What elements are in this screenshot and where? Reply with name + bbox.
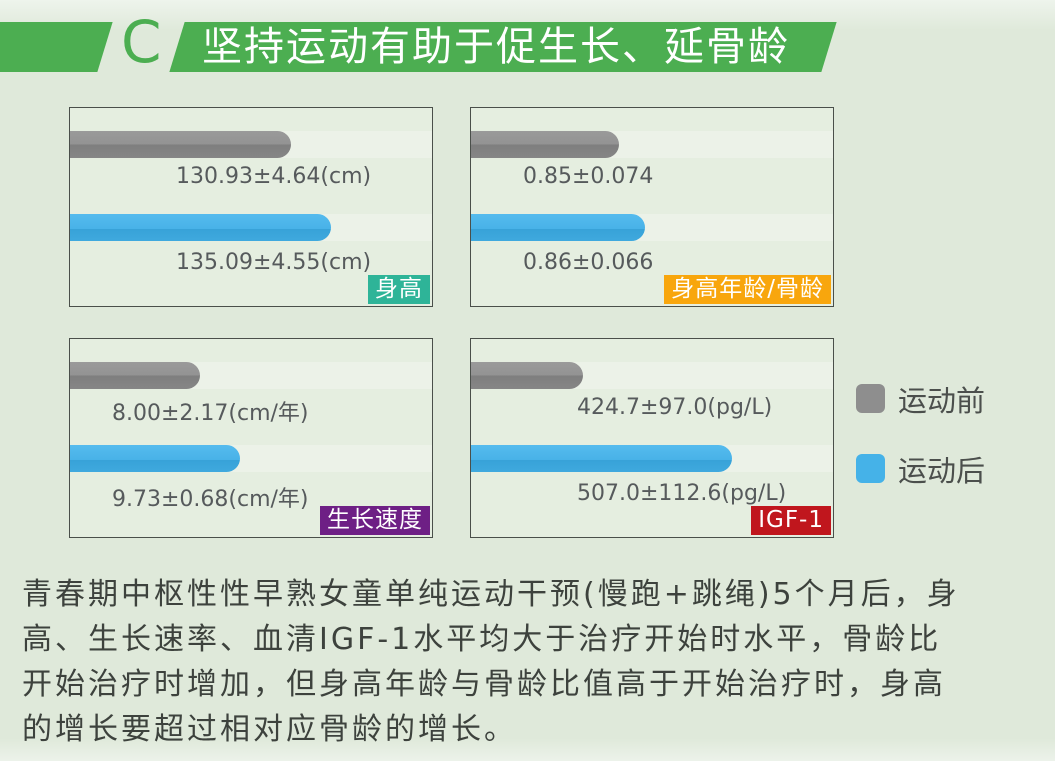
bar-after-exercise: [471, 445, 732, 472]
bar-track: [471, 214, 833, 241]
bar-before-exercise: [70, 131, 291, 158]
chart-panel-growth-rate: 8.00±2.17(cm/年) 9.73±0.68(cm/年) 生长速度: [69, 338, 433, 538]
bar-track: [70, 362, 432, 389]
bar-track: [471, 362, 833, 389]
value-label-after: 507.0±112.6(pg/L): [577, 481, 787, 506]
bar-track: [70, 445, 432, 472]
legend-label-before: 运动前: [898, 383, 986, 418]
chart-panel-heightage-boneage: 0.85±0.074 0.86±0.066 身高年龄/骨龄: [470, 107, 834, 307]
paragraph-line: 高、生长速率、血清IGF-1水平均大于治疗开始时水平，骨龄比: [22, 622, 942, 657]
chart-panel-igf1: 424.7±97.0(pg/L) 507.0±112.6(pg/L) IGF-1: [470, 338, 834, 538]
value-label-after: 9.73±0.68(cm/年): [112, 487, 309, 512]
legend-item-after: 运动后: [856, 454, 985, 488]
bar-track: [471, 445, 833, 472]
bar-track: [471, 131, 833, 158]
description-paragraph: 青春期中枢性性早熟女童单纯运动干预(慢跑+跳绳)5个月后，身 高、生长速率、血清…: [22, 572, 1042, 752]
title-banner: 坚持运动有助于促生长、延骨龄: [169, 22, 837, 72]
paragraph-line: 的增长要超过相对应骨龄的增长。: [22, 712, 517, 747]
panel-badge-growth-rate: 生长速度: [320, 506, 430, 535]
value-label-before: 130.93±4.64(cm): [176, 164, 372, 189]
panel-badge-igf1: IGF-1: [751, 506, 831, 535]
panel-badge-height: 身高: [368, 275, 430, 304]
bar-before-exercise: [471, 362, 584, 389]
bar-track: [70, 214, 432, 241]
section-letter: C: [121, 8, 162, 76]
legend-label-after: 运动后: [898, 453, 986, 488]
bar-after-exercise: [70, 445, 241, 472]
bar-after-exercise: [471, 214, 645, 241]
panel-badge-heightage-boneage: 身高年龄/骨龄: [664, 275, 831, 304]
legend: 运动前 运动后: [856, 384, 985, 524]
value-label-before: 424.7±97.0(pg/L): [577, 395, 773, 420]
legend-item-before: 运动前: [856, 384, 985, 418]
bar-before-exercise: [70, 362, 201, 389]
bar-before-exercise: [471, 131, 620, 158]
legend-swatch-before: [856, 384, 885, 413]
value-label-after: 135.09±4.55(cm): [176, 250, 372, 275]
chart-panel-height: 130.93±4.64(cm) 135.09±4.55(cm) 身高: [69, 107, 433, 307]
paragraph-line: 青春期中枢性性早熟女童单纯运动干预(慢跑+跳绳)5个月后，身: [22, 577, 960, 612]
bar-after-exercise: [70, 214, 331, 241]
paragraph-line: 开始治疗时增加，但身高年龄与骨龄比值高于开始治疗时，身高: [22, 667, 946, 702]
page-title: 坚持运动有助于促生长、延骨龄: [202, 24, 790, 70]
value-label-before: 8.00±2.17(cm/年): [112, 401, 309, 426]
header-accent-parallelogram: [0, 22, 113, 72]
value-label-before: 0.85±0.074: [523, 164, 654, 189]
value-label-after: 0.86±0.066: [523, 250, 654, 275]
bar-track: [70, 131, 432, 158]
legend-swatch-after: [856, 454, 885, 483]
